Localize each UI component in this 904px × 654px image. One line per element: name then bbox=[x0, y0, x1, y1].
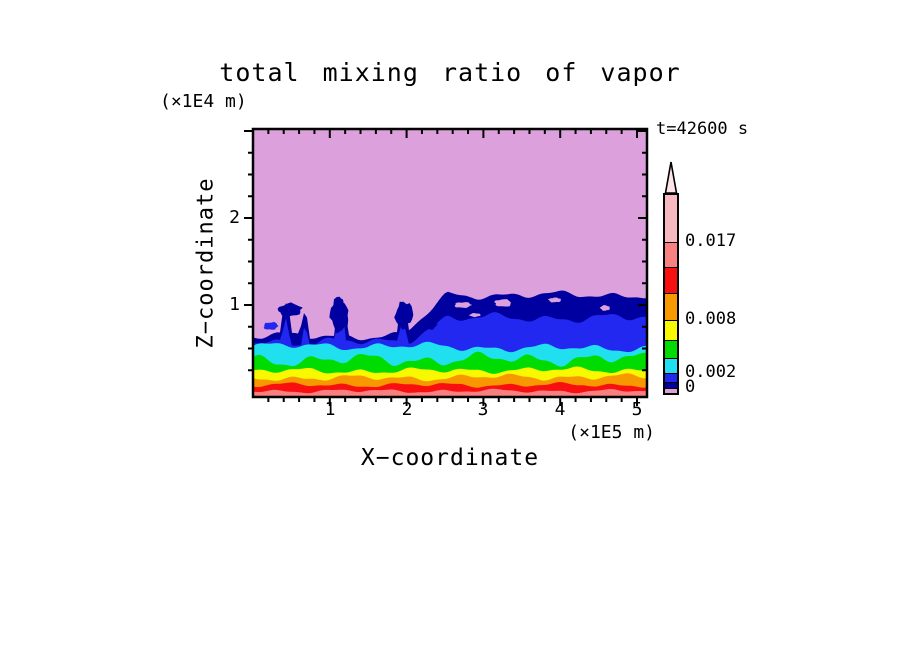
colorbar-segment-blue bbox=[665, 373, 677, 382]
field-band-salmon bbox=[253, 388, 647, 397]
field-detached-blob-0 bbox=[277, 302, 303, 318]
y-axis-unit: (×1E4 m) bbox=[160, 91, 247, 112]
colorbar-segment-yellow bbox=[665, 320, 677, 340]
field-violet-hole-4 bbox=[469, 313, 481, 318]
x-tick-3: 3 bbox=[477, 399, 489, 420]
colorbar-segment-salmon bbox=[665, 242, 677, 267]
colorbar-label-0008: 0.008 bbox=[685, 309, 737, 329]
x-axis-unit: (×1E5 m) bbox=[568, 422, 655, 443]
field-detached-blob-2 bbox=[394, 301, 414, 330]
colorbar-overflow-arrow-icon bbox=[664, 161, 678, 194]
colorbar-segment-violet bbox=[665, 388, 677, 393]
colorbar-label-0017: 0.017 bbox=[685, 231, 737, 251]
colorbar-label-0: 0 bbox=[685, 377, 696, 397]
x-tick-4: 4 bbox=[554, 399, 566, 420]
colorbar-segment-cyan bbox=[665, 358, 677, 373]
colorbar-segments bbox=[663, 193, 679, 395]
colorbar-segment-navy bbox=[665, 382, 677, 388]
colorbar-segment-orange bbox=[665, 293, 677, 320]
x-tick-5: 5 bbox=[631, 399, 643, 420]
field-violet-hole-0 bbox=[454, 302, 473, 308]
field-detached-blob-4 bbox=[263, 321, 279, 330]
x-axis-label: X−coordinate bbox=[360, 445, 540, 471]
colorbar-segment-red bbox=[665, 267, 677, 293]
plot-border bbox=[251, 127, 649, 399]
y-tick-1: 1 bbox=[229, 294, 240, 315]
field-detached-blob-1 bbox=[329, 296, 349, 334]
field-violet-hole-1 bbox=[494, 299, 511, 307]
field-violet-hole-3 bbox=[599, 305, 611, 311]
colorbar-label-0002: 0.002 bbox=[685, 362, 737, 382]
colorbar-segment-pink bbox=[665, 195, 677, 242]
time-label: t=42600 s bbox=[656, 119, 749, 139]
y-tick-2: 2 bbox=[229, 207, 240, 228]
chart-title: total mixing ratio of vapor bbox=[219, 58, 681, 87]
x-tick-2: 2 bbox=[401, 399, 413, 420]
y-axis-label: Z−coordinate bbox=[193, 177, 219, 349]
colorbar-segment-green bbox=[665, 340, 677, 358]
contour-plot bbox=[244, 127, 649, 406]
field-violet-hole-2 bbox=[547, 297, 562, 303]
x-tick-1: 1 bbox=[324, 399, 336, 420]
field-detached-blob-3 bbox=[423, 318, 438, 330]
